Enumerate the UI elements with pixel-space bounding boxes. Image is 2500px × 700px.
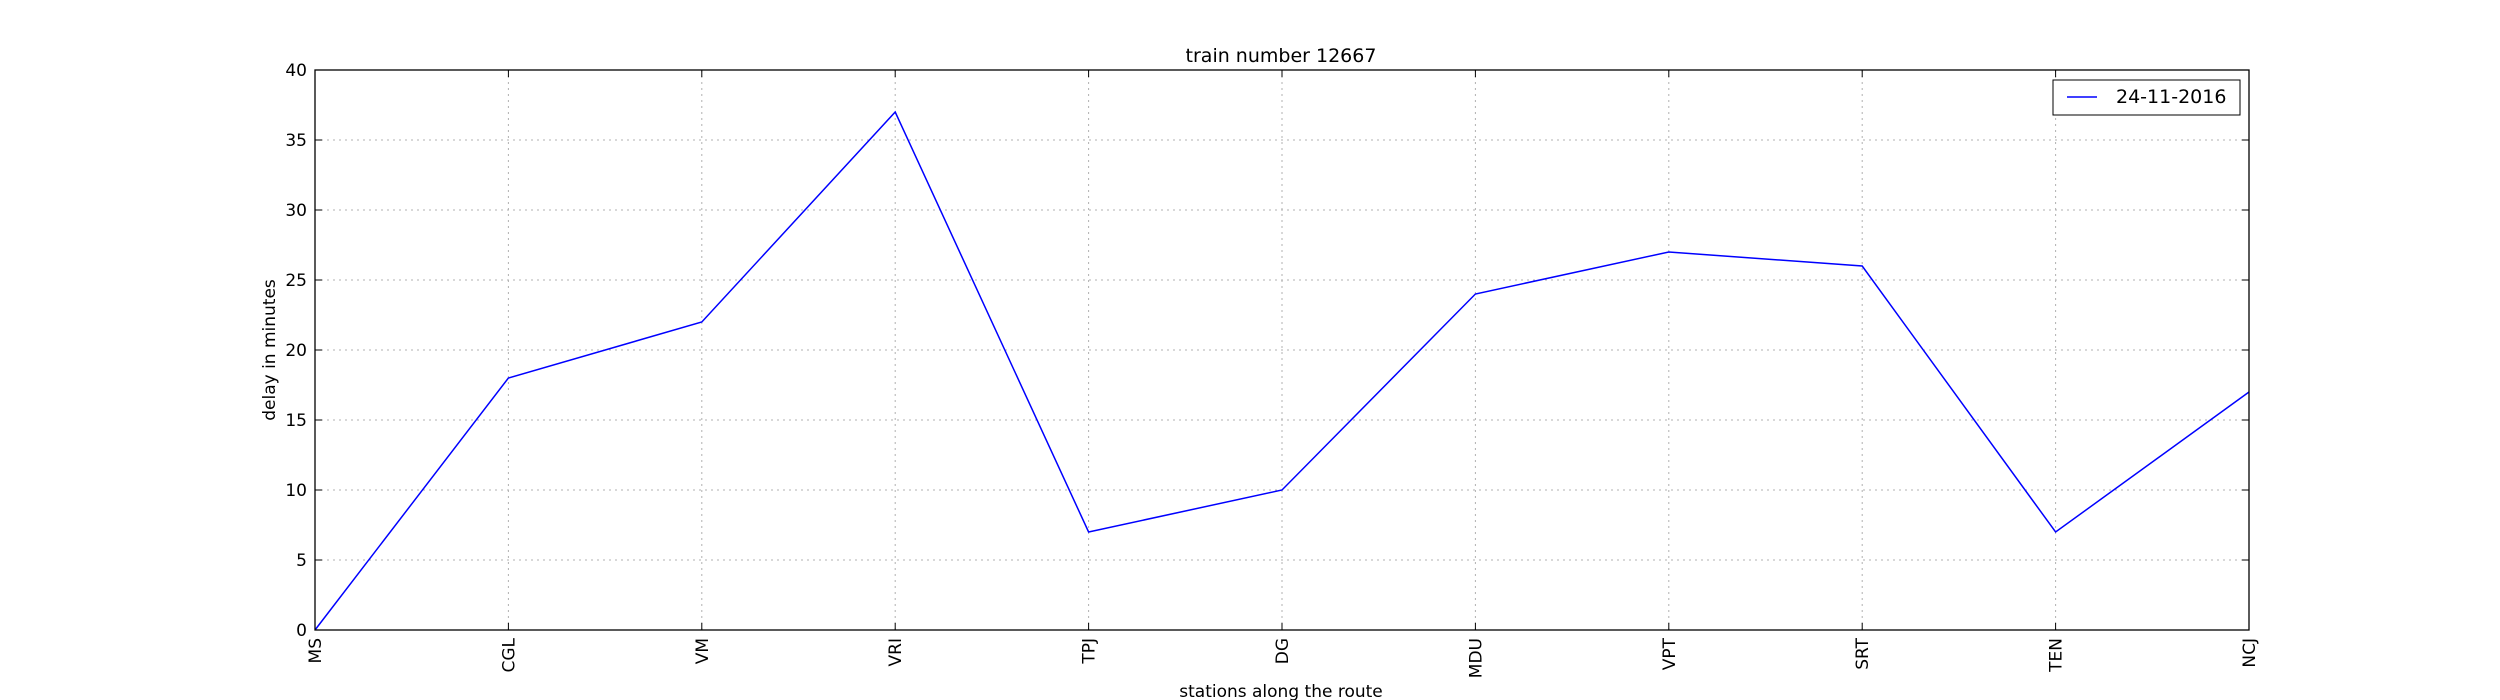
x-tick-label: VRI: [886, 638, 906, 666]
y-axis-label: delay in minutes: [260, 279, 280, 421]
x-tick-label: VPT: [1660, 637, 1680, 670]
y-tick-label: 5: [296, 551, 307, 571]
y-axis: 0 5 10 15 20 25 30 35 40: [285, 61, 2249, 641]
x-tick-label: MDU: [1466, 638, 1486, 678]
x-tick-label: CGL: [499, 637, 519, 672]
x-tick-label: SRT: [1853, 637, 1873, 669]
plot-frame: [314, 69, 2250, 631]
x-axis: MS CGL VM VRI TPJ DG MDU VPT SRT TEN NCJ: [306, 70, 2260, 678]
x-tick-label: MS: [306, 638, 326, 663]
y-tick-label: 10: [285, 481, 307, 501]
x-tick-label: VM: [693, 638, 713, 664]
x-tick-label: DG: [1273, 638, 1293, 664]
y-tick-label: 30: [285, 201, 307, 221]
legend-label: 24-11-2016: [2116, 86, 2226, 108]
x-tick-label: TEN: [2047, 638, 2067, 673]
x-axis-label: stations along the route: [1179, 682, 1383, 700]
y-tick-label: 0: [296, 621, 307, 641]
y-tick-label: 25: [285, 271, 307, 291]
y-tick-label: 20: [285, 341, 307, 361]
y-tick-label: 15: [285, 411, 307, 431]
x-tick-label: TPJ: [1080, 638, 1100, 665]
legend: 24-11-2016: [2052, 79, 2241, 116]
y-tick-label: 40: [285, 61, 307, 81]
x-tick-label: NCJ: [2240, 638, 2260, 668]
y-tick-label: 35: [285, 131, 307, 151]
chart-title: train number 12667: [1186, 45, 1377, 67]
